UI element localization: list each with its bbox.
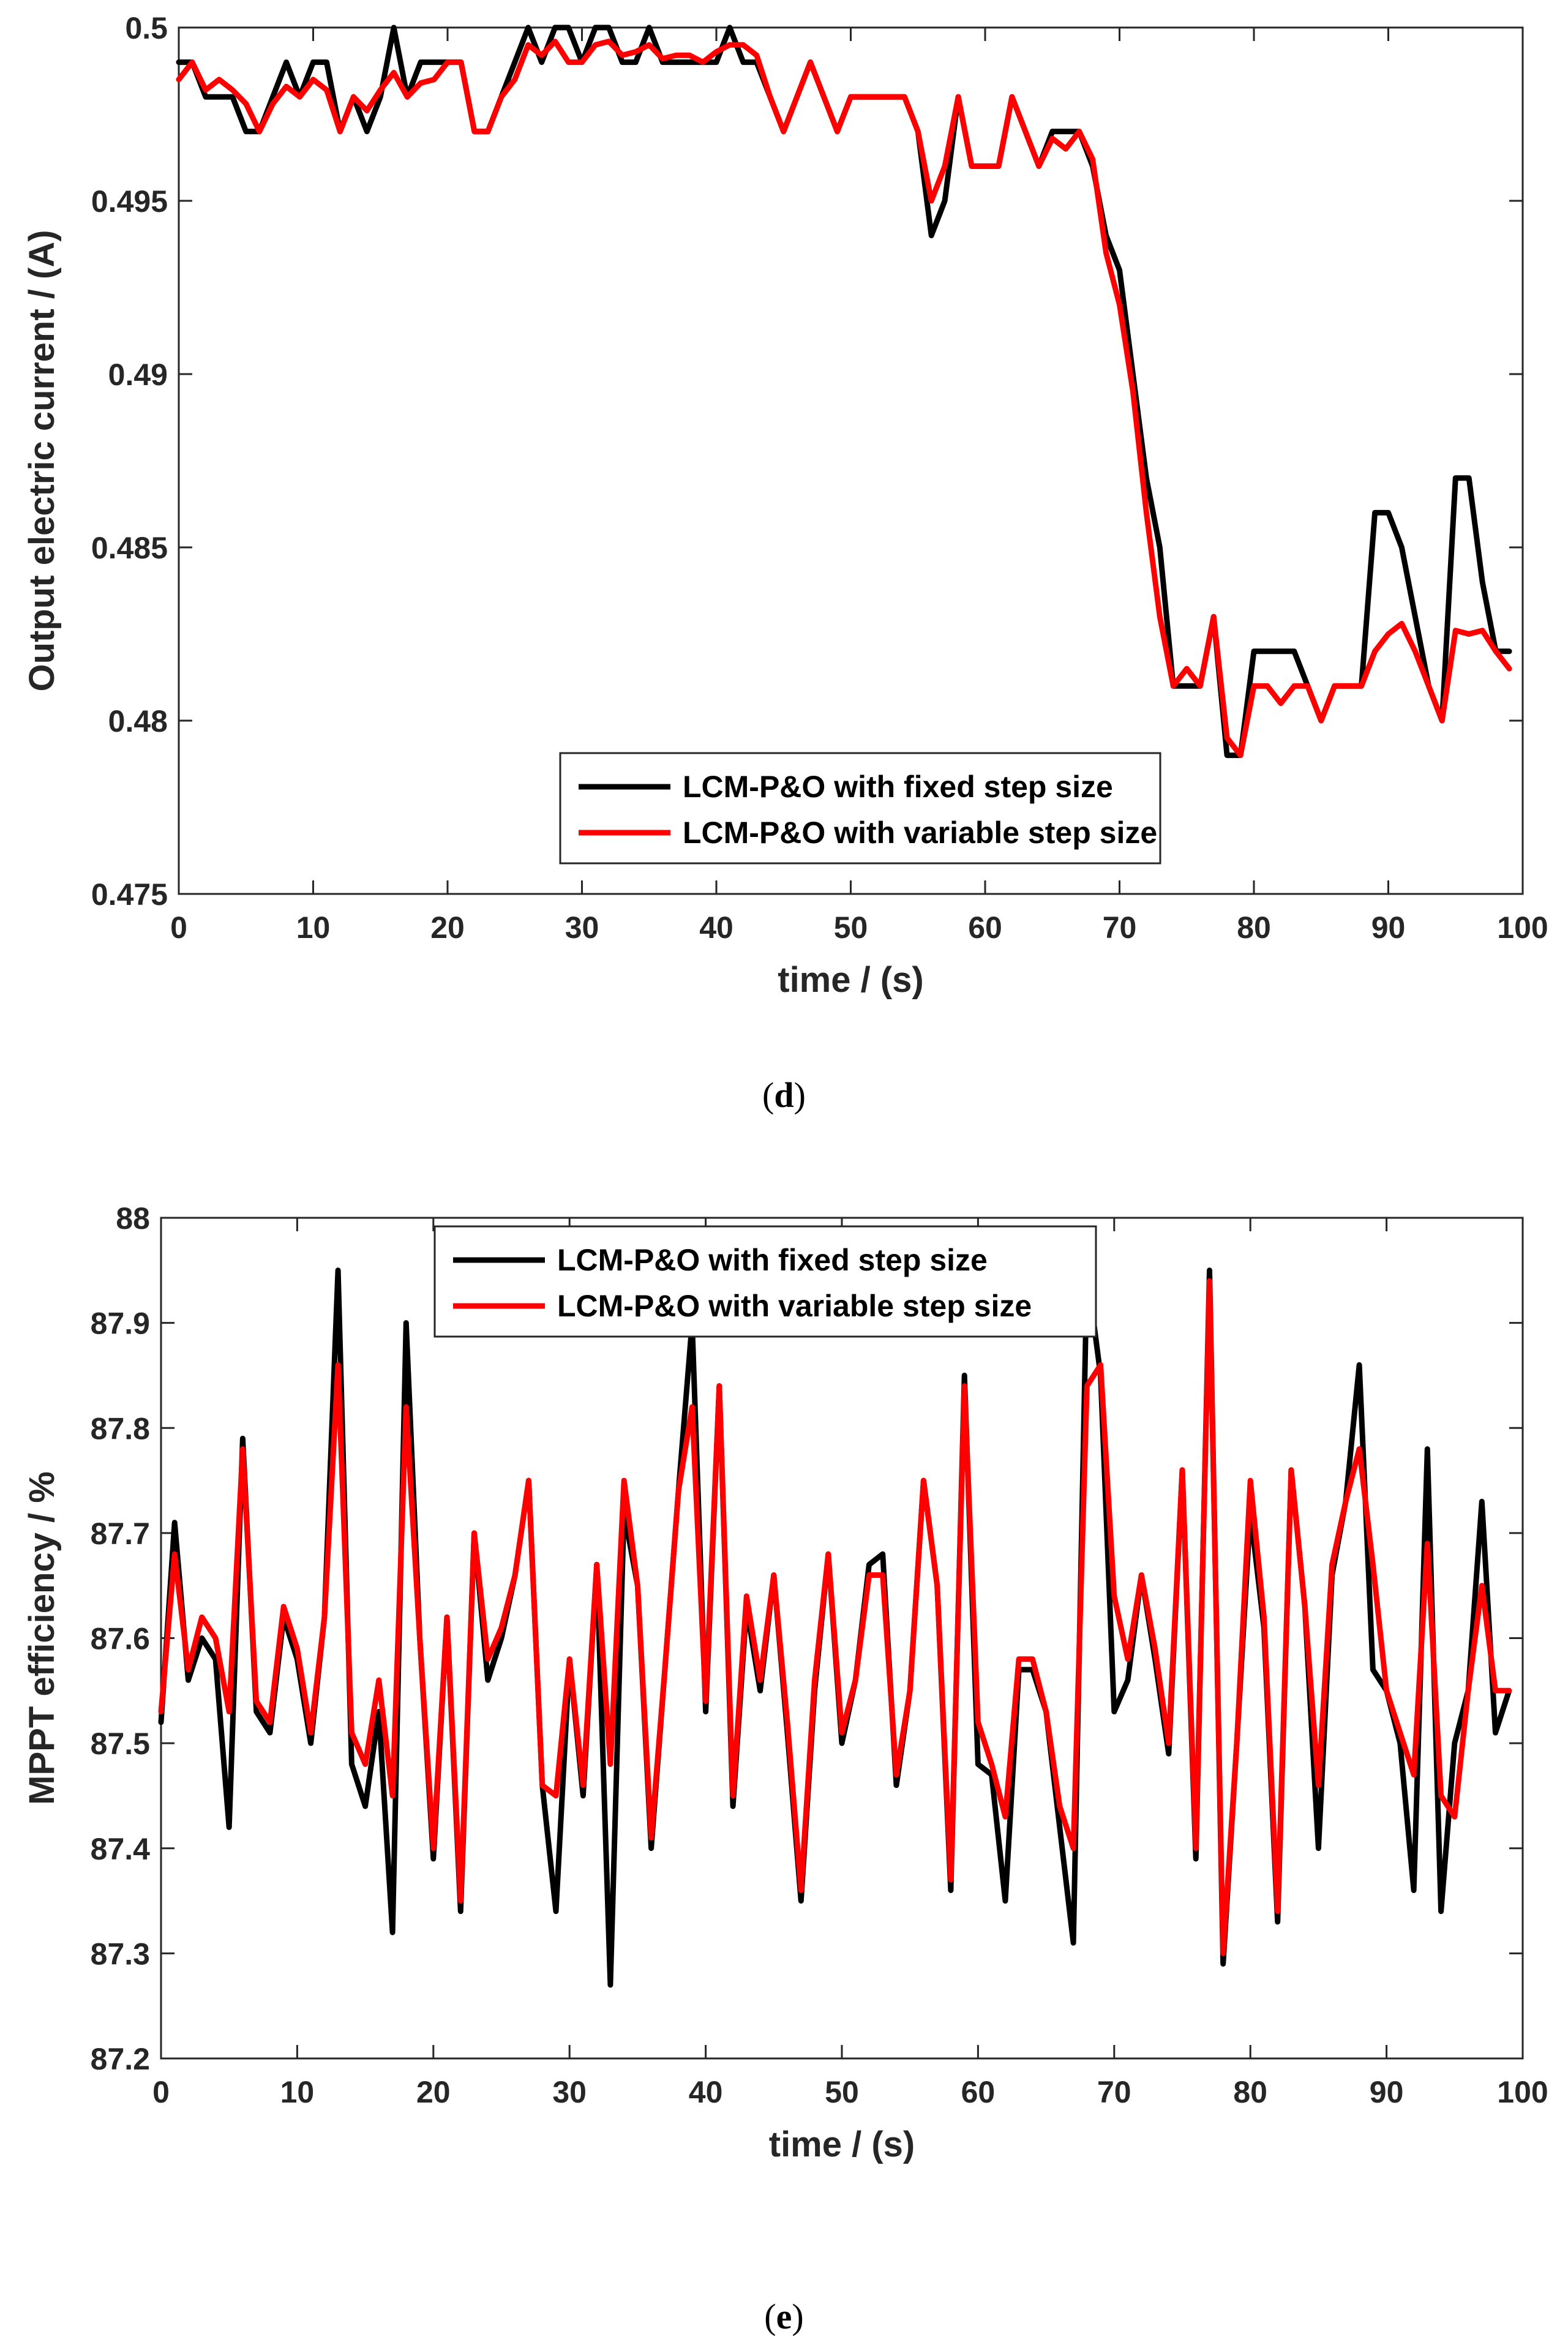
d-x-tick-label: 60: [968, 910, 1002, 945]
e-legend-label-fixed-step: LCM-P&O with fixed step size: [557, 1243, 988, 1277]
caption-e: (e): [764, 2297, 804, 2336]
e-y-tick-label: 87.2: [91, 2042, 150, 2076]
d-x-tick-label: 100: [1497, 910, 1548, 945]
e-x-tick-label: 20: [416, 2075, 451, 2109]
d-legend-label-fixed-step: LCM-P&O with fixed step size: [683, 770, 1113, 804]
caption-d: (d): [762, 1075, 806, 1115]
e-y-axis-label: MPPT efficiency / %: [22, 1471, 62, 1805]
e-x-tick-label: 100: [1497, 2075, 1548, 2109]
e-y-tick-label: 87.9: [91, 1307, 150, 1341]
d-legend-label-variable-step: LCM-P&O with variable step size: [683, 816, 1157, 850]
e-x-axis-label: time / (s): [769, 2125, 915, 2164]
e-x-tick-label: 0: [152, 2075, 170, 2109]
e-y-tick-label: 87.3: [91, 1937, 150, 1971]
d-x-tick-label: 20: [430, 910, 465, 945]
d-x-tick-label: 30: [565, 910, 599, 945]
d-x-tick-label: 80: [1237, 910, 1271, 945]
e-y-tick-label: 87.8: [91, 1411, 150, 1446]
e-x-tick-label: 90: [1370, 2075, 1404, 2109]
caption-e-letter: e: [776, 2297, 792, 2336]
d-x-tick-label: 50: [834, 910, 868, 945]
mppt-efficiency-chart: 0 10 20 30 40 50 60 70 80 90 100 87.2 87.3 87.4 87.5 87…: [22, 1201, 1548, 2164]
d-x-tick-label: 0: [170, 910, 187, 945]
e-x-tick-label: 70: [1097, 2075, 1131, 2109]
e-x-tick-label: 30: [552, 2075, 587, 2109]
caption-d-letter: d: [774, 1075, 794, 1115]
d-y-tick-label: 0.485: [91, 531, 168, 565]
d-x-tick-label: 90: [1371, 910, 1406, 945]
d-legend-box: [559, 752, 1161, 865]
e-legend-label-variable-step: LCM-P&O with variable step size: [557, 1289, 1032, 1323]
output-current-chart: 0 10 20 30 40 50 60 70 80 90 100 0.475 0.48 0.485 0.49…: [22, 11, 1548, 1000]
e-y-tick-label: 87.7: [91, 1517, 150, 1551]
e-x-tick-label: 40: [689, 2075, 723, 2109]
e-legend-box: [433, 1225, 1097, 1338]
d-y-tick-label: 0.49: [108, 358, 168, 392]
e-series-line-variable-step: [158, 1278, 1512, 1956]
d-x-axis-label: time / (s): [778, 960, 924, 1000]
e-x-tick-label: 50: [825, 2075, 859, 2109]
d-y-tick-label: 0.5: [125, 11, 168, 45]
d-x-tick-label: 70: [1103, 910, 1137, 945]
d-y-tick-label: 0.48: [108, 704, 168, 738]
d-y-tick-label: 0.495: [91, 184, 168, 219]
d-plot-area: [178, 26, 1524, 895]
d-x-tick-label: 10: [296, 910, 331, 945]
d-y-tick-label: 0.475: [91, 877, 168, 912]
d-series-line-variable-step: [176, 39, 1512, 759]
e-y-tick-label: 88: [116, 1201, 150, 1236]
e-y-tick-label: 87.5: [91, 1727, 150, 1761]
e-plot-area: [160, 1217, 1524, 2060]
d-y-axis-label: Output electric current / (A): [22, 230, 62, 691]
d-x-tick-label: 40: [699, 910, 733, 945]
e-x-tick-label: 60: [961, 2075, 996, 2109]
e-y-tick-label: 87.4: [91, 1832, 151, 1866]
e-x-tick-label: 10: [280, 2075, 315, 2109]
e-y-tick-label: 87.6: [91, 1622, 150, 1656]
e-x-tick-label: 80: [1233, 2075, 1267, 2109]
